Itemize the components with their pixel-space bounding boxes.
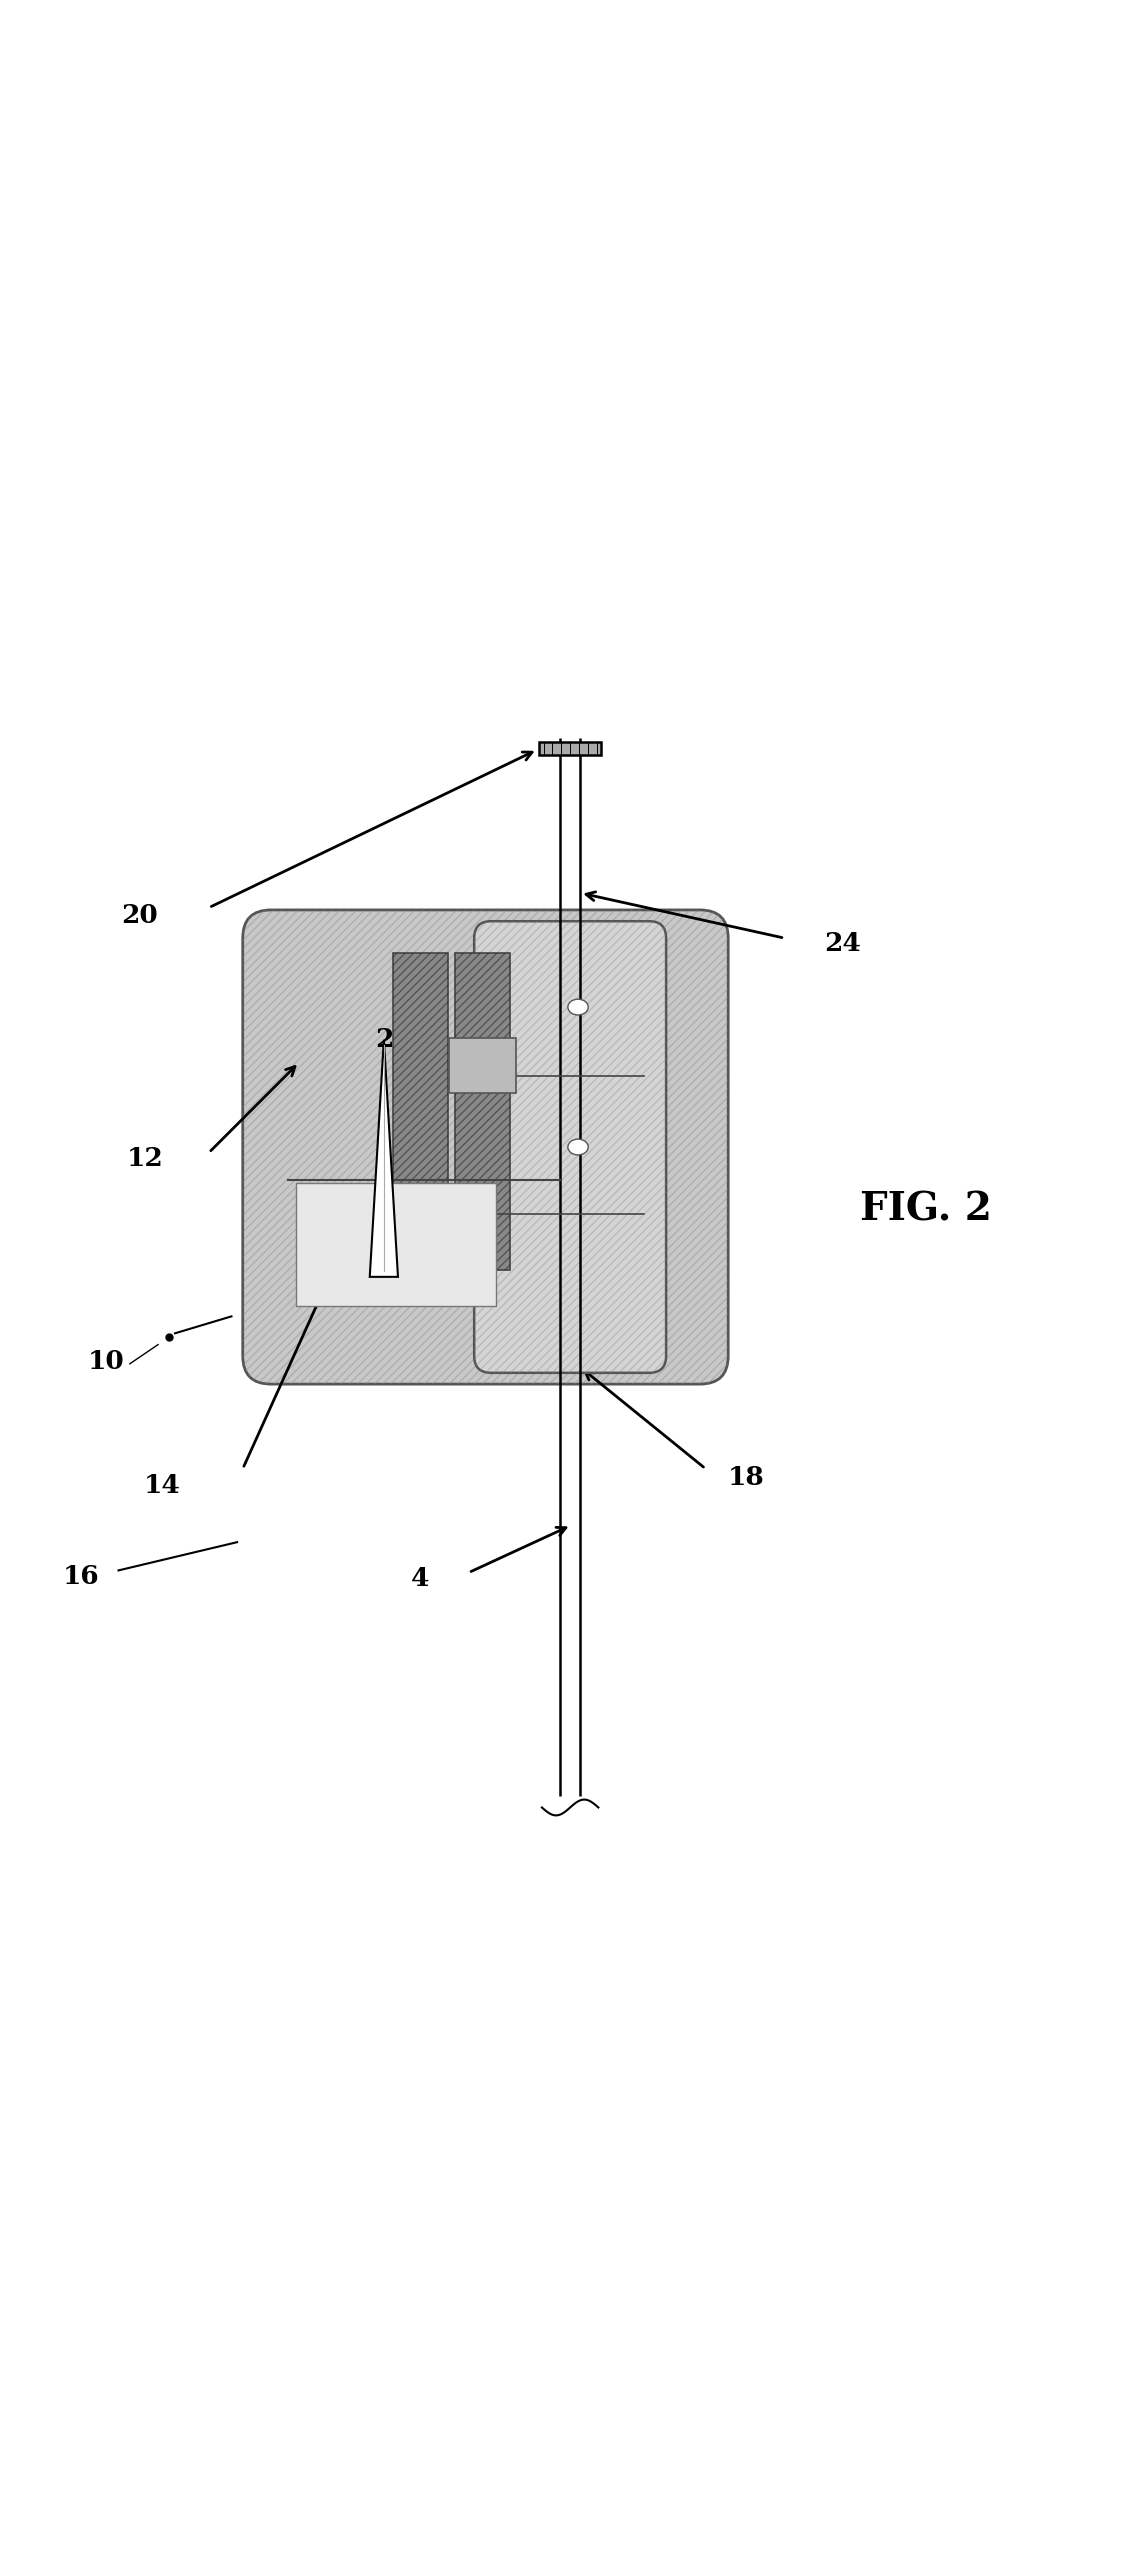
FancyBboxPatch shape bbox=[455, 952, 510, 1270]
FancyBboxPatch shape bbox=[243, 911, 728, 1385]
Text: 12: 12 bbox=[126, 1147, 164, 1170]
FancyBboxPatch shape bbox=[449, 1036, 516, 1093]
Polygon shape bbox=[370, 1039, 399, 1277]
Text: 22: 22 bbox=[375, 1026, 412, 1052]
FancyBboxPatch shape bbox=[474, 921, 666, 1372]
FancyBboxPatch shape bbox=[393, 952, 448, 1270]
FancyBboxPatch shape bbox=[540, 741, 601, 754]
FancyBboxPatch shape bbox=[296, 1182, 496, 1306]
Text: 18: 18 bbox=[728, 1465, 765, 1490]
Text: 14: 14 bbox=[143, 1472, 181, 1498]
Text: 10: 10 bbox=[87, 1349, 124, 1375]
Text: FIG. 2: FIG. 2 bbox=[860, 1190, 991, 1229]
Text: 16: 16 bbox=[63, 1565, 99, 1588]
Text: 4: 4 bbox=[411, 1565, 429, 1590]
Text: 20: 20 bbox=[121, 903, 158, 929]
Ellipse shape bbox=[568, 1000, 588, 1016]
Text: 24: 24 bbox=[824, 931, 861, 957]
Ellipse shape bbox=[568, 1139, 588, 1154]
